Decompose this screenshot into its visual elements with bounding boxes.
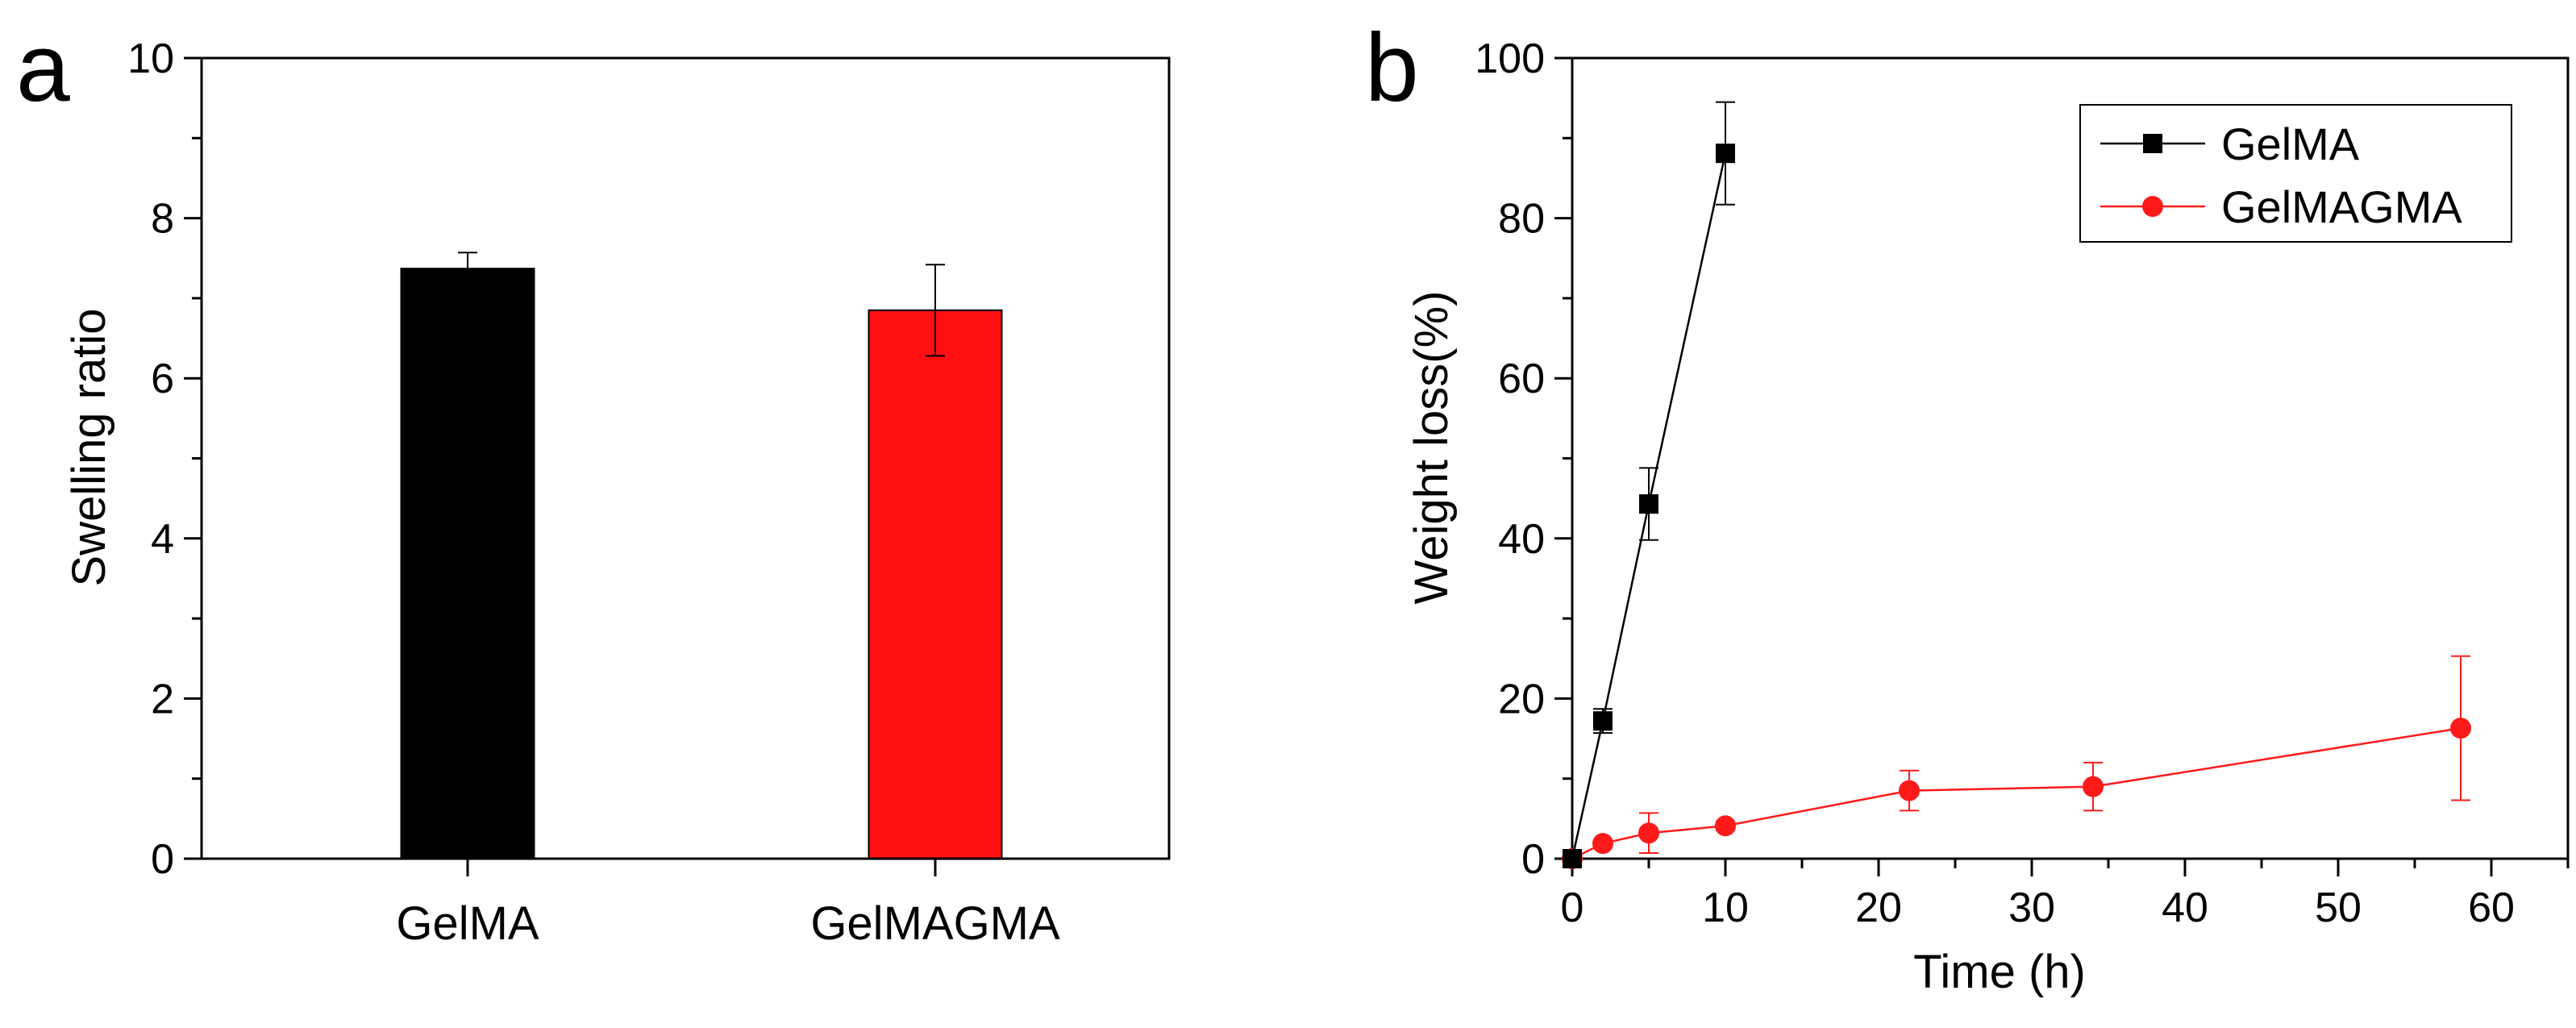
panel-a-frame <box>200 56 1171 860</box>
legend-marker <box>2143 134 2162 153</box>
data-point <box>1639 494 1658 514</box>
category-label: GelMAGMA <box>810 897 1060 950</box>
x-tick-label: 60 <box>2468 884 2515 931</box>
x-tick-label: 40 <box>2162 884 2208 931</box>
y-tick-label: 0 <box>1521 836 1545 883</box>
y-tick-label: 20 <box>1498 676 1545 722</box>
data-point <box>2083 776 2104 797</box>
y-tick-label: 10 <box>127 35 174 82</box>
legend-box <box>2079 104 2512 243</box>
data-point <box>1716 144 1735 164</box>
panel-a-chart: GelMA GelMAGMA 0 2 4 6 8 10 <box>127 35 1171 950</box>
series-gelma <box>1563 101 1735 868</box>
legend-label: GelMAGMA <box>2221 181 2462 232</box>
y-tick-label: 100 <box>1475 35 1545 82</box>
panel-b-chart: 0 20 40 60 80 100 0 10 20 30 40 50 60 GelMA GelMAGMA <box>1475 35 2570 931</box>
panel-b-ylabel: Weight loss(%) <box>1405 291 1458 605</box>
y-tick-label: 2 <box>151 676 174 722</box>
series-gelmagma <box>1562 655 2471 869</box>
y-tick-label: 4 <box>151 516 174 563</box>
x-tick-label: 20 <box>1855 884 1902 931</box>
category-label: GelMA <box>396 897 539 950</box>
y-tick-label: 60 <box>1498 356 1545 402</box>
x-tick-label: 50 <box>2315 884 2362 931</box>
panel-a-ylabel: Swelling ratio <box>63 309 115 587</box>
x-tick-label: 30 <box>2008 884 2055 931</box>
x-tick-label: 10 <box>1702 884 1749 931</box>
y-tick-label: 8 <box>151 196 174 243</box>
series-line <box>1571 152 1727 859</box>
y-tick-label: 6 <box>151 356 174 402</box>
legend-marker <box>2142 196 2163 217</box>
data-point <box>1563 849 1582 868</box>
panel-a-letter: a <box>16 14 70 122</box>
legend-label: GelMA <box>2221 119 2360 169</box>
data-point <box>1899 780 1920 801</box>
bar-gelmagma <box>868 309 1003 860</box>
data-point <box>1593 711 1613 731</box>
panel-b-xlabel: Time (h) <box>1913 946 2086 998</box>
panel-b-letter: b <box>1365 14 1419 122</box>
y-tick-label: 80 <box>1498 196 1545 243</box>
data-point <box>1715 815 1736 837</box>
data-point <box>1592 833 1613 855</box>
series-line <box>1571 726 2462 860</box>
data-point <box>1638 822 1659 844</box>
x-tick-label: 0 <box>1561 884 1584 931</box>
y-tick-label: 0 <box>151 836 174 883</box>
legend: GelMA GelMAGMA <box>2079 104 2512 243</box>
bar-gelma <box>400 268 535 859</box>
data-point <box>2450 718 2471 739</box>
y-tick-label: 40 <box>1498 516 1545 563</box>
